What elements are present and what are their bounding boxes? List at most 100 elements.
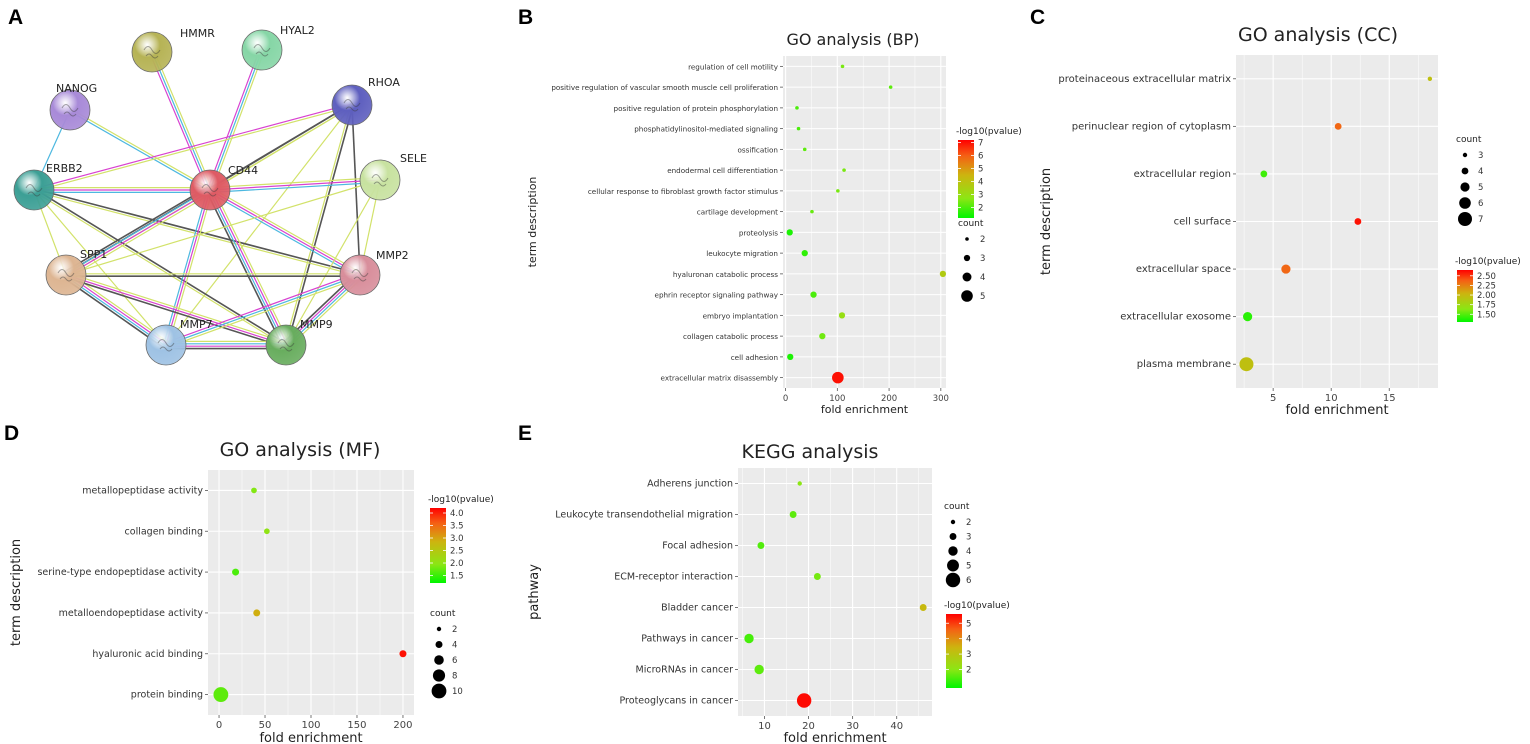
y-axis-label-b: term description: [526, 177, 539, 268]
edge-sele-spp1: [65, 179, 381, 276]
x-tick-label-0: 0: [783, 394, 788, 404]
size-legend-dot: [436, 626, 442, 632]
node-mmp9: [265, 324, 307, 366]
x-tick-label-10: 10: [758, 721, 771, 732]
x-tick-label-40: 40: [890, 721, 903, 732]
y-tick-label-extracellular-region: extracellular region: [1134, 169, 1231, 180]
node-mmp2: [339, 254, 381, 296]
edge-spp1-mmp7: [63, 277, 165, 349]
y-tick-label-ephrin-receptor-signaling-pathway: ephrin receptor signaling pathway: [655, 291, 779, 300]
node-rhoa: [331, 84, 373, 126]
panel-label-a: A: [8, 6, 23, 29]
color-legend-label: 2.5: [450, 547, 464, 557]
color-legend-label: 2.50: [1477, 272, 1496, 282]
y-tick-label-protein-binding: protein binding: [131, 690, 203, 701]
edge-cd44-sele: [209, 177, 380, 189]
data-point-ephrin-receptor-signaling-pathway: [810, 291, 817, 298]
data-point-ossification: [802, 147, 807, 152]
edge-mmp2-mmp7: [166, 276, 362, 348]
node-label-mmp9: MMP9: [300, 318, 333, 331]
data-point-metallopeptidase-activity: [251, 487, 257, 494]
y-tick-label-proteinaceous-extracellular-matrix: proteinaceous extracellular matrix: [1058, 74, 1231, 85]
data-point-leukocyte-transendothelial-migration: [789, 511, 797, 518]
y-tick-label-cell-adhesion: cell adhesion: [731, 353, 778, 362]
size-legend-dot: [949, 533, 957, 540]
y-tick-label-cellular-response-to-fibroblast-growth-factor-stimulus: cellular response to fibroblast growth f…: [588, 187, 778, 196]
edge-hmmr-cd44: [151, 51, 211, 191]
y-tick-label-bladder-cancer: Bladder cancer: [661, 603, 733, 614]
edge-hmmr-cd44: [149, 52, 209, 192]
size-legend-label: 4: [452, 641, 457, 651]
data-point-extracellular-space: [1281, 264, 1291, 274]
size-legend-label: 2: [966, 518, 971, 528]
edge-erbb2-mmp7: [33, 189, 167, 346]
x-axis-label-e: fold enrichment: [783, 731, 886, 744]
size-legend-dot: [962, 272, 972, 282]
node-hmmr: [131, 31, 173, 73]
y-tick-label-serine-type-endopeptidase-activity: serine-type endopeptidase activity: [37, 567, 203, 578]
node-hyal2: [241, 29, 283, 71]
data-point-bladder-cancer: [919, 604, 927, 611]
panel-label-c: C: [1030, 6, 1045, 29]
color-legend-label: 7: [978, 139, 983, 149]
color-legend-title: -log10(pvalue): [428, 495, 494, 505]
node-structure-mmp9: [277, 339, 295, 352]
node-label-mmp2: MMP2: [376, 249, 409, 262]
data-point-plasma-membrane: [1239, 357, 1254, 372]
chart-title-d: GO analysis (MF): [220, 439, 381, 461]
y-tick-label-endodermal-cell-differentiation: endodermal cell differentiation: [667, 166, 778, 175]
color-legend-label: 4: [978, 178, 983, 188]
color-legend-title: -log10(pvalue): [1455, 257, 1521, 267]
y-tick-label-regulation-of-cell-motility: regulation of cell motility: [688, 62, 779, 71]
x-tick-label-0: 0: [216, 720, 222, 731]
x-axis-label-d: fold enrichment: [259, 731, 362, 744]
size-legend-label: 2: [980, 235, 985, 245]
color-legend-label: 2.0: [450, 559, 464, 569]
edge-hyal2-cd44: [211, 50, 265, 192]
x-axis-label-c: fold enrichment: [1285, 403, 1388, 418]
size-legend-label: 4: [1478, 167, 1483, 177]
edge-rhoa-erbb2: [33, 103, 352, 190]
size-legend-dot: [435, 641, 443, 648]
y-tick-label-extracellular-matrix-disassembly: extracellular matrix disassembly: [661, 374, 779, 383]
y-tick-label-embryo-implantation: embryo implantation: [703, 311, 778, 320]
data-point-positive-regulation-of-protein-phosphorylation: [795, 106, 799, 110]
data-point-cell-adhesion: [787, 353, 794, 361]
node-label-nanog: NANOG: [56, 82, 97, 95]
node-label-cd44: CD44: [228, 164, 258, 177]
size-legend-label: 8: [452, 672, 457, 682]
edge-erbb2-mmp2: [34, 188, 361, 275]
data-point-pathways-in-cancer: [744, 633, 754, 644]
chart-title-b: GO analysis (BP): [786, 30, 919, 49]
data-point-cellular-response-to-fibroblast-growth-factor-stimulus: [836, 189, 840, 193]
color-legend-label: 3: [966, 650, 971, 660]
color-legend-label: 1.50: [1477, 310, 1496, 320]
edge-rhoa-mmp9: [286, 105, 354, 346]
size-legend-dot: [950, 519, 956, 525]
edge-cd44-mmp9: [210, 189, 288, 345]
edge-cd44-mmp2: [209, 189, 361, 276]
edge-rhoa-mmp2: [351, 104, 361, 276]
plot-background: [783, 56, 946, 388]
data-point-regulation-of-cell-motility: [840, 64, 845, 69]
edge-cd44-sele: [210, 181, 381, 193]
node-structure-mmp7: [157, 339, 175, 352]
size-legend-dot: [961, 290, 973, 302]
y-tick-label-leukocyte-transendothelial-migration: Leukocyte transendothelial migration: [555, 510, 733, 521]
data-point-extracellular-region: [1260, 170, 1268, 178]
x-tick-label-20: 20: [802, 721, 815, 732]
edge-nanog-cd44: [70, 108, 211, 190]
size-legend-label: 10: [452, 687, 463, 697]
data-point-proteolysis: [786, 229, 793, 236]
node-label-hyal2: HYAL2: [280, 24, 315, 37]
data-point-cell-surface: [1354, 218, 1362, 225]
data-point-phosphatidylinositol-mediated-signaling: [796, 126, 801, 131]
x-tick-label-5: 5: [1270, 393, 1276, 404]
x-tick-label-100: 100: [829, 394, 845, 404]
color-legend-label: 1.75: [1477, 301, 1496, 311]
node-structure-sele: [371, 174, 389, 187]
size-legend-label: 6: [966, 576, 971, 586]
data-point-proteoglycans-in-cancer: [796, 693, 812, 708]
x-tick-label-50: 50: [259, 720, 272, 731]
